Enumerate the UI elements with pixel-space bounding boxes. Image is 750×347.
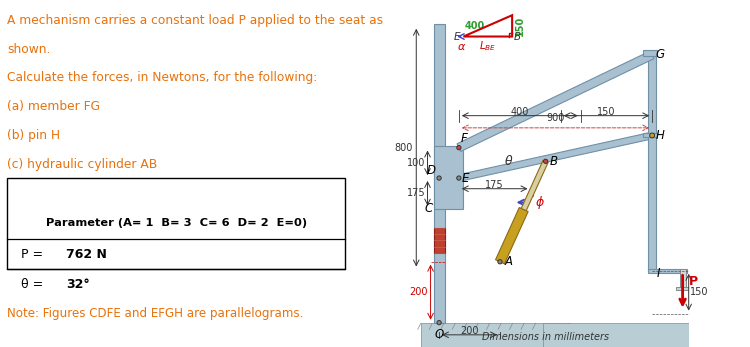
Text: A: A xyxy=(505,255,512,268)
Circle shape xyxy=(650,133,655,138)
Text: 800: 800 xyxy=(394,143,412,153)
Circle shape xyxy=(457,176,461,180)
Bar xyxy=(7,178,345,269)
Text: F: F xyxy=(460,132,467,145)
Polygon shape xyxy=(496,208,528,264)
Text: 32°: 32° xyxy=(66,278,90,291)
Text: $\alpha$: $\alpha$ xyxy=(458,42,466,52)
Text: 200: 200 xyxy=(460,326,478,336)
Text: 175: 175 xyxy=(485,180,504,190)
Bar xyxy=(542,323,688,347)
Text: 400: 400 xyxy=(464,21,484,31)
Bar xyxy=(421,323,570,347)
Text: E: E xyxy=(454,32,460,42)
Text: (a) member FG: (a) member FG xyxy=(7,100,100,113)
Circle shape xyxy=(544,159,548,163)
Text: $\phi$: $\phi$ xyxy=(535,194,544,211)
Text: (c) hydraulic cylinder AB: (c) hydraulic cylinder AB xyxy=(7,158,158,171)
Bar xyxy=(433,228,445,253)
Circle shape xyxy=(437,321,441,325)
Bar xyxy=(648,53,656,271)
Circle shape xyxy=(457,145,461,150)
Text: Note: Figures CDFE and EFGH are parallelograms.: Note: Figures CDFE and EFGH are parallel… xyxy=(7,307,303,320)
Text: A mechanism carries a constant load P applied to the seat as: A mechanism carries a constant load P ap… xyxy=(7,14,383,27)
Text: B: B xyxy=(514,32,520,42)
Text: $\theta$: $\theta$ xyxy=(505,154,514,168)
Bar xyxy=(648,269,688,273)
Text: I: I xyxy=(657,268,660,280)
Text: 150: 150 xyxy=(514,16,524,36)
Text: C: C xyxy=(424,202,433,215)
Text: 150: 150 xyxy=(690,287,709,297)
Text: G: G xyxy=(656,48,665,61)
Bar xyxy=(680,269,686,289)
Text: 900: 900 xyxy=(546,113,565,123)
Text: 175: 175 xyxy=(406,188,425,198)
Bar xyxy=(643,133,657,137)
Circle shape xyxy=(437,176,441,180)
Text: 100: 100 xyxy=(406,158,425,168)
Text: Dimensions in millimeters: Dimensions in millimeters xyxy=(482,332,609,342)
Text: H: H xyxy=(656,129,664,142)
Polygon shape xyxy=(521,160,548,211)
Polygon shape xyxy=(457,51,654,152)
Text: θ =: θ = xyxy=(21,278,47,291)
Bar xyxy=(433,24,445,323)
Text: 400: 400 xyxy=(511,107,529,117)
Text: B: B xyxy=(549,155,557,168)
Text: 150: 150 xyxy=(597,107,616,117)
Text: P =: P = xyxy=(21,247,47,261)
Text: (b) pin H: (b) pin H xyxy=(7,129,60,142)
Text: E: E xyxy=(462,171,470,185)
Text: D: D xyxy=(427,163,436,177)
Bar xyxy=(676,287,689,290)
Text: shown.: shown. xyxy=(7,43,50,56)
Bar xyxy=(643,50,657,56)
Text: Parameter (A= 1  B= 3  C= 6  D= 2  E=0): Parameter (A= 1 B= 3 C= 6 D= 2 E=0) xyxy=(46,219,307,228)
Text: 762 N: 762 N xyxy=(66,247,107,261)
Text: O: O xyxy=(434,328,444,341)
Polygon shape xyxy=(458,132,653,181)
Polygon shape xyxy=(433,146,464,209)
Text: 200: 200 xyxy=(409,287,428,297)
Text: Calculate the forces, in Newtons, for the following:: Calculate the forces, in Newtons, for th… xyxy=(7,71,317,84)
Text: $L_{BE}$: $L_{BE}$ xyxy=(479,39,496,53)
Circle shape xyxy=(498,260,502,264)
Text: P: P xyxy=(688,276,698,288)
